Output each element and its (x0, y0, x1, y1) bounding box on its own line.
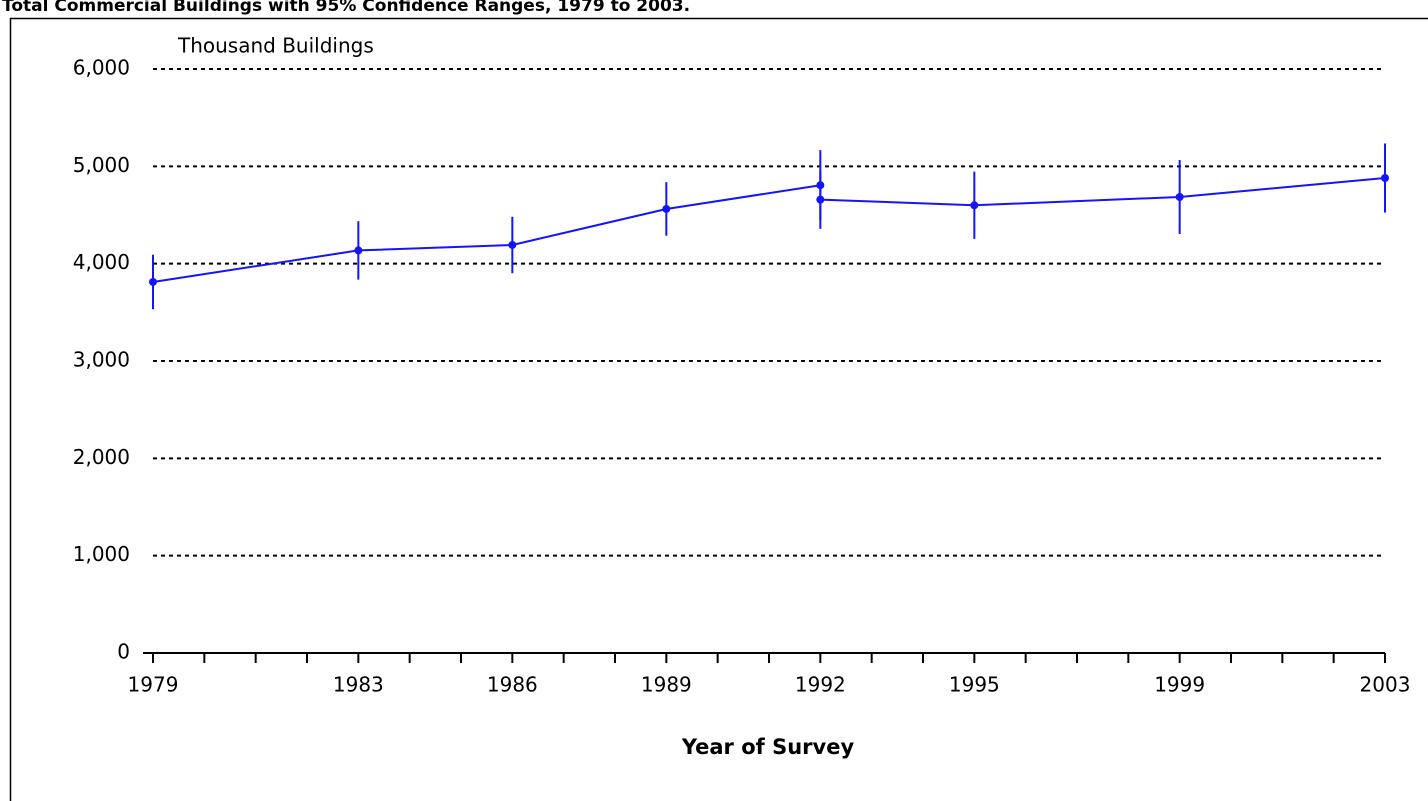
y-tick-label: 4,000 (73, 250, 130, 274)
y-tick-label: 1,000 (73, 542, 130, 566)
series-line (820, 177, 1386, 207)
y-tick-label: 5,000 (73, 153, 130, 177)
x-tick-label: 1989 (641, 673, 692, 697)
chart-title: Total Commercial Buildings with 95% Conf… (2, 0, 690, 16)
y-axis-label: Thousand Buildings (177, 34, 374, 58)
data-point (1175, 192, 1184, 201)
x-tick-label: 1995 (949, 673, 1000, 697)
series-line (152, 184, 821, 283)
data-point (508, 240, 517, 249)
x-tick-label: 1992 (795, 673, 846, 697)
x-tick-label: 1983 (333, 673, 384, 697)
x-axis-label: Year of Survey (681, 735, 855, 759)
data-point (970, 201, 979, 210)
y-tick-label: 0 (117, 640, 130, 664)
y-tick-label: 2,000 (73, 445, 130, 469)
data-point (662, 204, 671, 213)
y-tick-label: 6,000 (73, 56, 130, 80)
data-point (149, 277, 157, 286)
x-tick-label: 2003 (1360, 673, 1411, 697)
data-point (816, 195, 825, 204)
y-tick-label: 3,000 (73, 348, 130, 372)
x-tick-label: 1986 (487, 673, 538, 697)
x-tick-label: 1979 (128, 673, 179, 697)
data-point (354, 246, 363, 255)
x-tick-label: 1999 (1154, 673, 1205, 697)
data-point (1381, 174, 1389, 183)
